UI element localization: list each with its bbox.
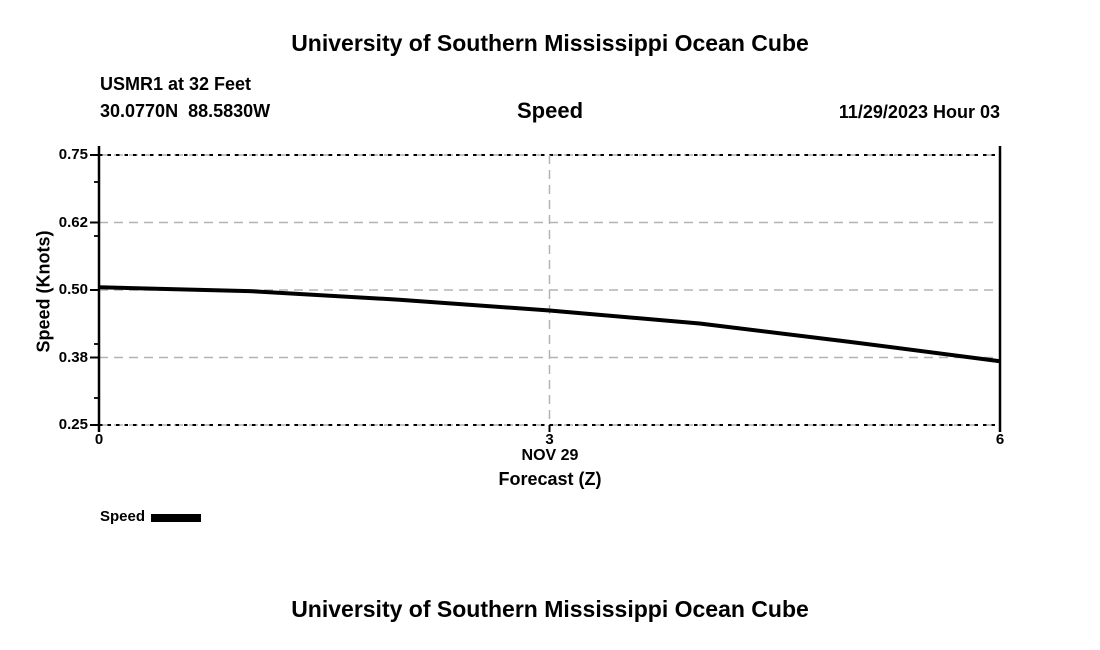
x-tick-label: 3 — [545, 431, 554, 448]
x-axis-date-label: NOV 29 — [521, 447, 579, 464]
y-tick-label: 0.62 — [58, 213, 88, 231]
station-name: USMR1 at 32 Feet — [100, 74, 252, 94]
y-tick-label: 0.25 — [58, 416, 88, 433]
station-coordinates: 30.0770N 88.5830W — [100, 101, 271, 121]
x-axis-title: Forecast (Z) — [498, 469, 602, 489]
x-tick-label: 6 — [995, 431, 1005, 448]
plot-title: Speed — [516, 98, 584, 123]
y-tick-label: 0.50 — [58, 281, 88, 298]
page-title-bottom: University of Southern Mississippi Ocean… — [291, 596, 809, 622]
legend: Speed — [100, 508, 202, 525]
legend-label: Speed — [100, 508, 146, 525]
page-title-top: University of Southern Mississippi Ocean… — [291, 30, 809, 56]
speed-data-line — [98, 285, 1001, 364]
y-tick-label: 0.75 — [58, 146, 88, 163]
x-tick-label: 0 — [94, 431, 104, 448]
y-tick-label: 0.38 — [58, 348, 88, 366]
forecast-datetime-label: 11/29/2023 Hour 03 — [838, 102, 1000, 122]
legend-line-swatch — [151, 513, 202, 522]
